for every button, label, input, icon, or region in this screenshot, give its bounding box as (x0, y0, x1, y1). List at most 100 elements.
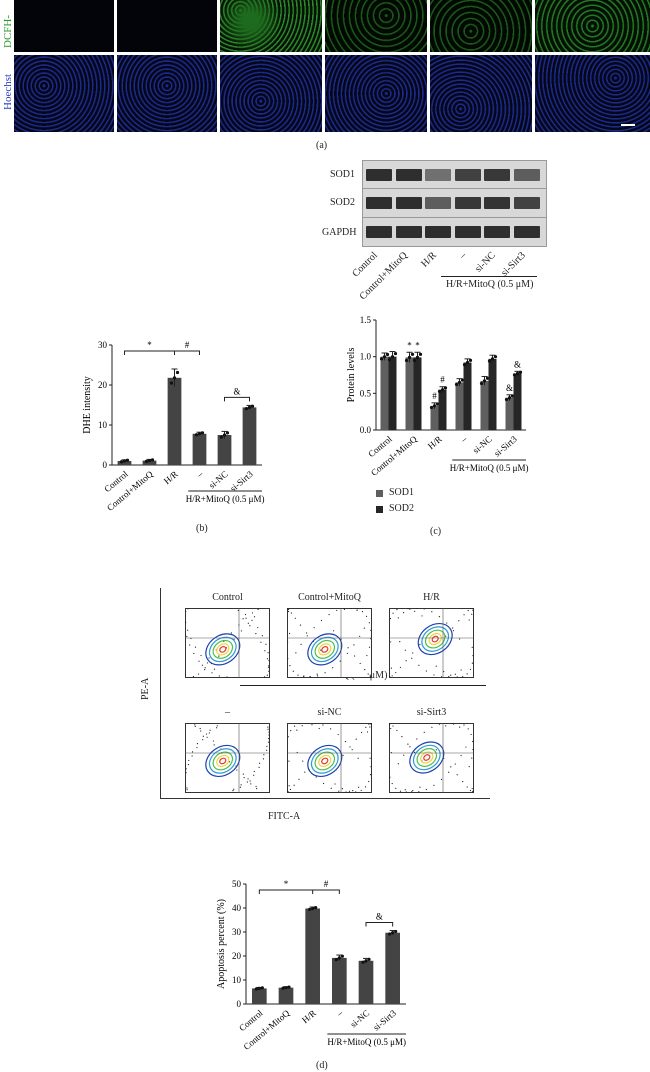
y-tick-label: 0 (103, 460, 108, 470)
plot-frame (389, 608, 474, 678)
event-dot (202, 739, 204, 741)
event-dot (322, 724, 324, 726)
bar (142, 460, 157, 465)
event-dot (416, 608, 418, 609)
event-dot (208, 657, 210, 659)
legend-swatch-sod2 (376, 506, 383, 513)
event-dot (438, 723, 441, 725)
data-point (443, 386, 448, 390)
event-dot (460, 754, 462, 757)
significance-mark: # (432, 391, 437, 401)
event-dot (341, 788, 344, 790)
event-dot (206, 662, 209, 664)
event-dot (443, 670, 445, 673)
event-dot (287, 791, 288, 793)
event-dot (359, 635, 361, 637)
event-dot (247, 778, 249, 780)
event-dot (370, 629, 372, 631)
event-dot (314, 723, 317, 724)
y-tick-label: 30 (98, 340, 108, 350)
data-point (311, 906, 315, 911)
significance-bracket (124, 350, 200, 355)
data-point (314, 906, 318, 910)
event-dot (259, 762, 261, 764)
bar (358, 960, 374, 1004)
density-contour (431, 635, 439, 643)
event-dot (322, 782, 325, 785)
micrograph-hoechst-2 (117, 55, 217, 132)
event-dot (255, 633, 257, 635)
event-dot (368, 646, 371, 648)
event-dot (336, 609, 338, 612)
event-dot (204, 669, 206, 671)
event-dot (265, 643, 267, 645)
data-point (487, 359, 492, 363)
event-dot (471, 787, 473, 790)
event-dot (230, 632, 233, 634)
event-dot (188, 759, 190, 762)
data-point (287, 985, 291, 989)
significance-mark: # (324, 879, 329, 889)
density-contour (314, 639, 336, 659)
event-dot (255, 785, 257, 788)
event-dot (206, 736, 208, 738)
event-dot (185, 620, 186, 622)
blot-band (513, 226, 540, 238)
x-tick-label: – (458, 434, 469, 446)
event-dot (369, 726, 371, 728)
density-contour (307, 744, 343, 778)
row-label-hoechst: Hoechst (2, 73, 14, 110)
event-dot (185, 610, 187, 613)
event-dot (356, 609, 358, 611)
data-point (432, 404, 437, 408)
event-dot (311, 724, 313, 726)
bar (167, 377, 182, 465)
event-dot (212, 740, 215, 742)
caption-b: (b) (196, 523, 208, 534)
event-dot (320, 619, 323, 622)
event-dot (446, 723, 448, 724)
data-point (119, 460, 124, 464)
event-dot (448, 771, 450, 773)
event-dot (304, 723, 306, 724)
event-dot (250, 783, 252, 785)
data-point (219, 435, 224, 439)
event-dot (368, 622, 370, 624)
event-dot (458, 638, 461, 640)
event-dot (301, 725, 303, 727)
data-point (510, 394, 515, 398)
event-dot (292, 670, 294, 672)
bar (438, 389, 447, 430)
event-dot (186, 789, 188, 791)
significance-mark: * (415, 340, 420, 350)
event-dot (407, 743, 409, 745)
blot-band (395, 226, 422, 238)
data-point (147, 459, 152, 463)
caption-a: (a) (316, 140, 328, 151)
flow-group-line (240, 685, 486, 686)
event-dot (246, 781, 248, 783)
flow-plot (389, 608, 474, 678)
event-dot (253, 616, 256, 618)
event-dot (200, 654, 202, 657)
event-dot (295, 652, 297, 654)
event-dot (423, 731, 425, 733)
legend-label-sod2: SOD2 (389, 503, 415, 514)
event-dot (232, 790, 234, 792)
event-dot (287, 610, 290, 613)
event-dot (263, 676, 266, 678)
event-dot (185, 615, 186, 617)
y-axis-label: Protein levels (346, 348, 357, 403)
data-point (410, 352, 415, 356)
event-dot (306, 635, 308, 637)
event-dot (466, 673, 468, 675)
event-dot (289, 788, 292, 791)
event-dot (249, 780, 251, 782)
event-dot (233, 788, 235, 790)
y-tick-label: 1.0 (360, 352, 372, 362)
event-dot (440, 778, 443, 781)
event-dot (414, 751, 416, 753)
event-dot (218, 655, 220, 657)
event-dot (261, 635, 264, 637)
